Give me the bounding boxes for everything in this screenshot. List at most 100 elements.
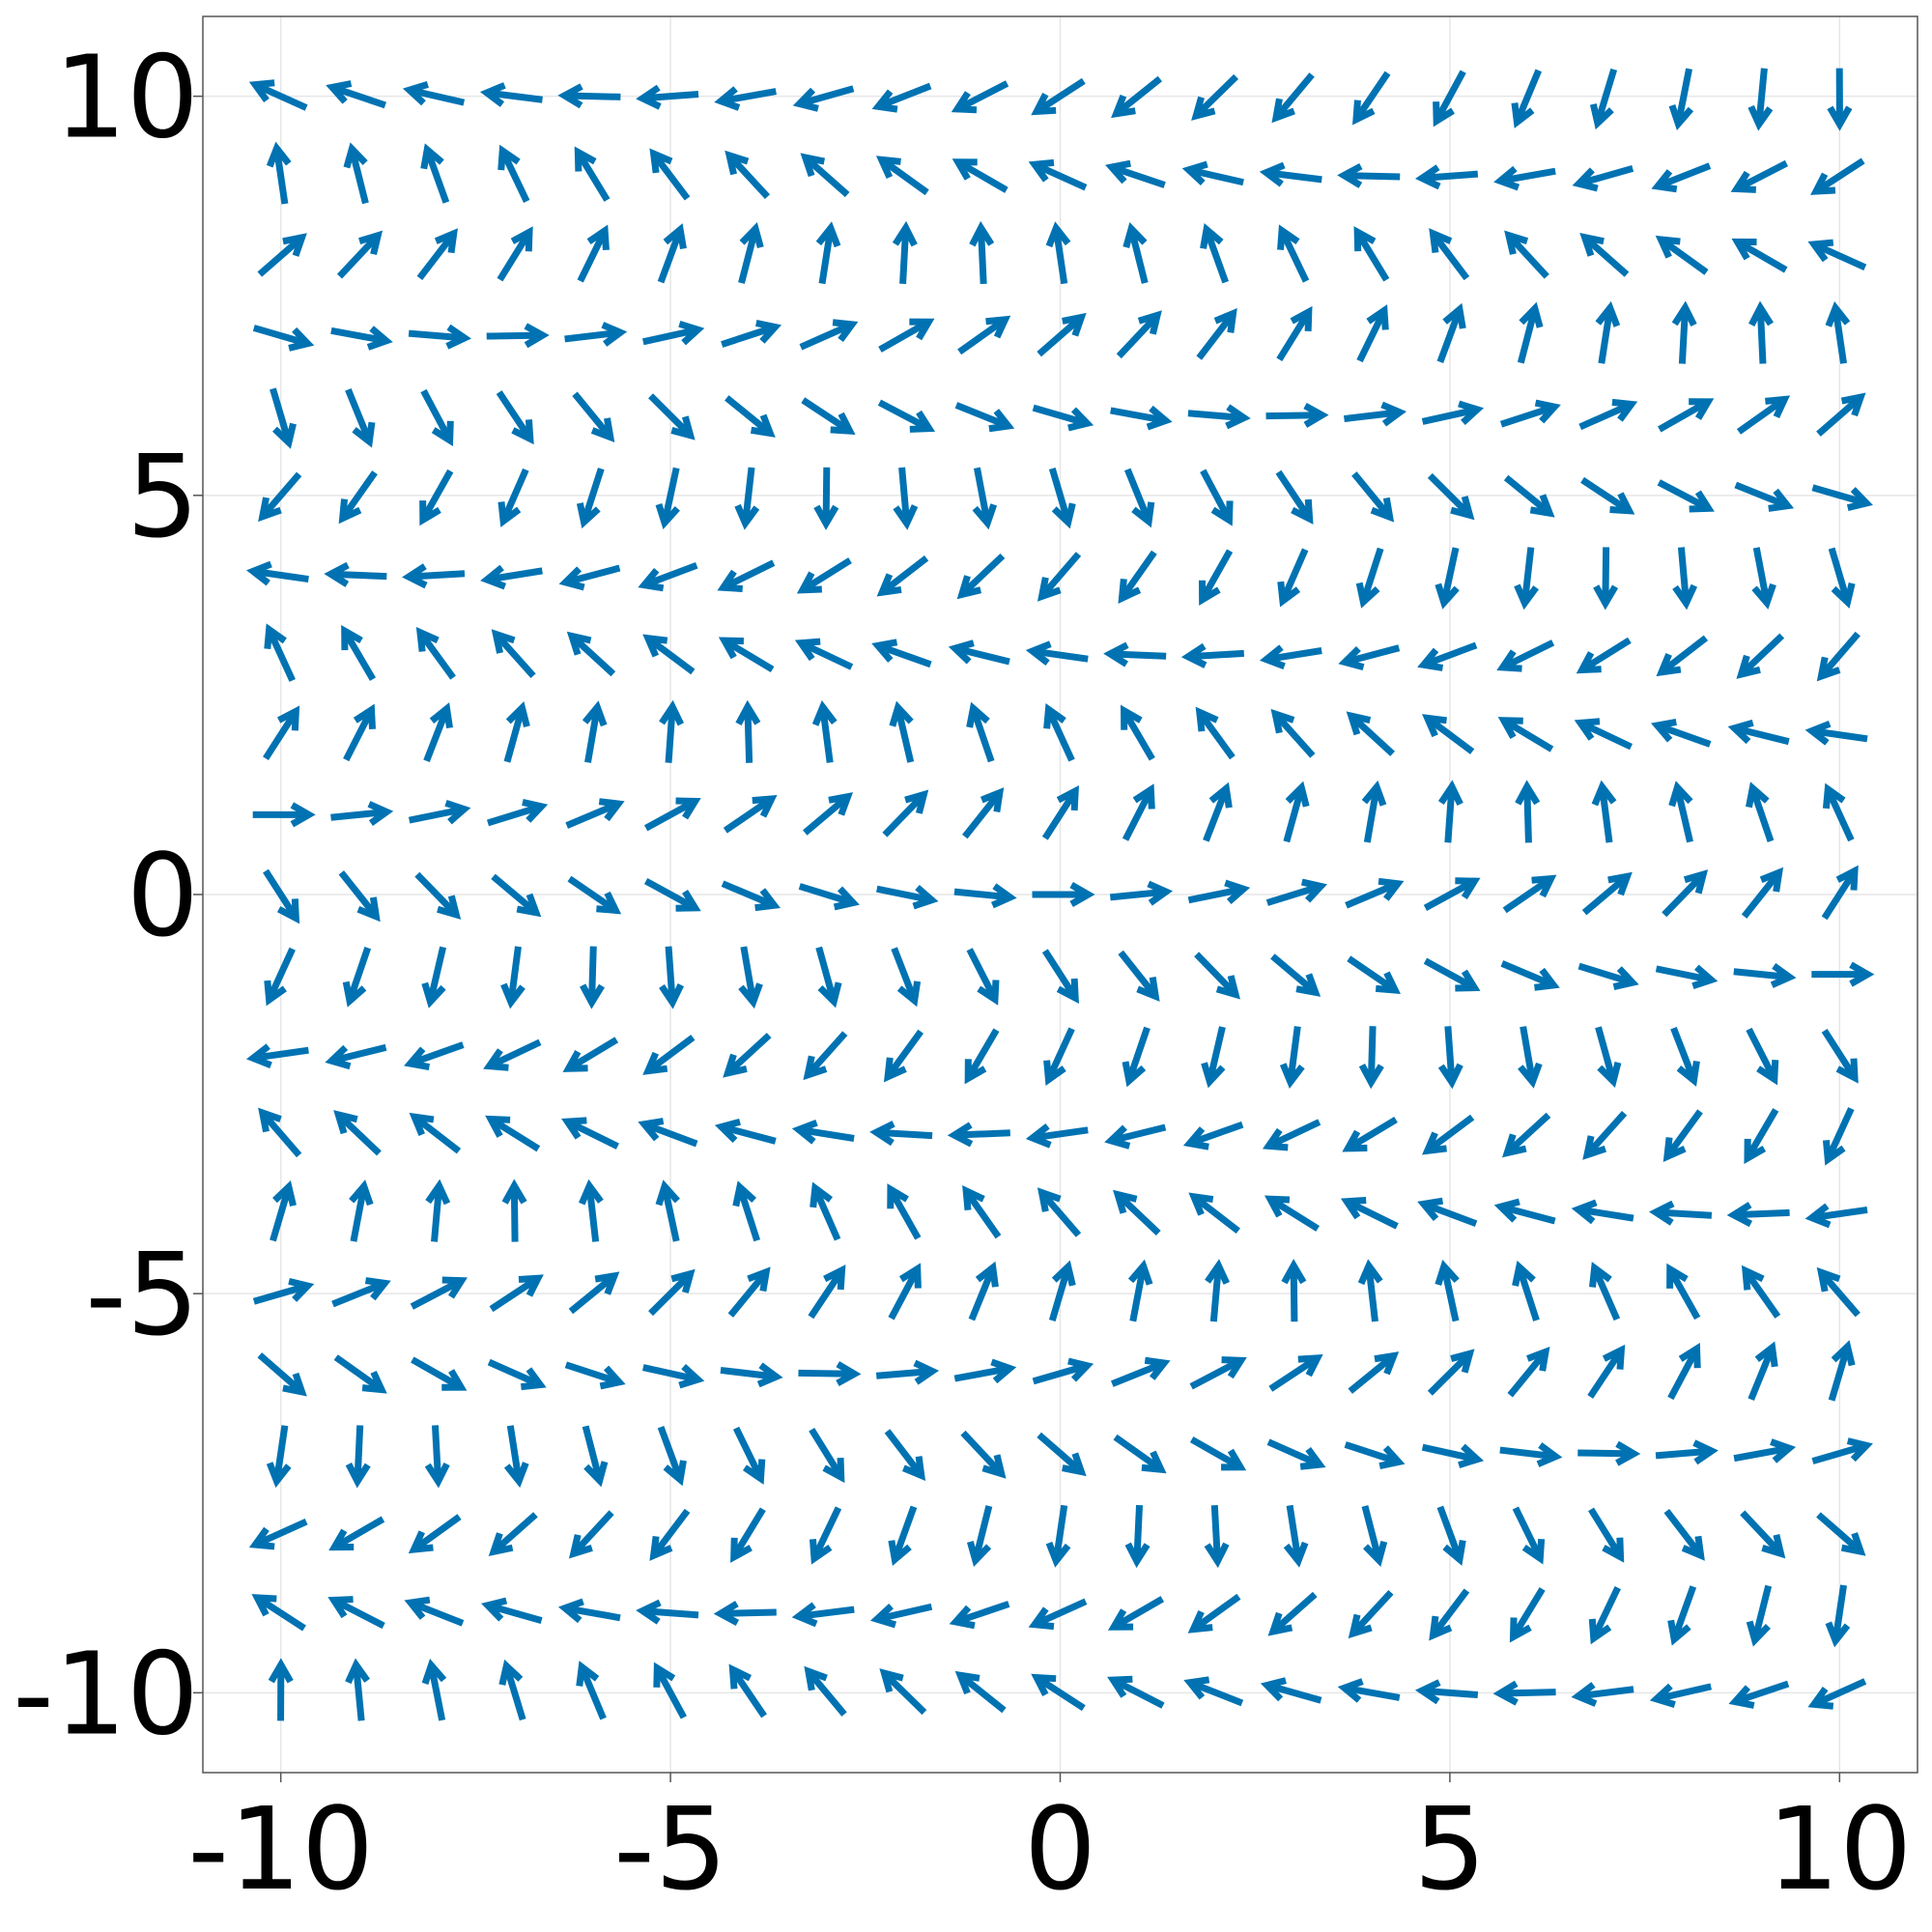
vector-arrow bbox=[1497, 717, 1554, 753]
vector-arrow bbox=[1270, 708, 1316, 758]
arrow-shaft bbox=[740, 946, 756, 1001]
arrow-head bbox=[1536, 1442, 1563, 1467]
arrow-head bbox=[501, 1179, 527, 1205]
arrow-head bbox=[245, 560, 272, 586]
arrow-shaft bbox=[489, 1038, 542, 1068]
arrow-shaft bbox=[1516, 1267, 1540, 1321]
vector-arrow bbox=[642, 1035, 696, 1075]
arrow-head bbox=[444, 799, 471, 825]
arrow-shaft bbox=[507, 946, 522, 1001]
arrow-head bbox=[424, 1462, 450, 1489]
arrow-head bbox=[1497, 717, 1523, 739]
vector-arrow bbox=[888, 1505, 918, 1566]
arrow-head bbox=[947, 1122, 974, 1148]
arrow-head bbox=[1281, 1259, 1307, 1285]
arrow-shaft bbox=[1356, 310, 1387, 363]
arrow-head bbox=[1122, 1061, 1147, 1088]
arrow-shaft bbox=[1053, 229, 1068, 285]
arrow-head bbox=[1589, 1262, 1612, 1288]
vector-arrow bbox=[1670, 1026, 1700, 1087]
vector-arrow bbox=[1427, 1349, 1475, 1396]
arrow-head bbox=[663, 1460, 687, 1487]
arrow-shaft bbox=[1675, 68, 1693, 123]
arrow-shaft bbox=[1670, 1026, 1697, 1080]
arrow-shaft bbox=[1267, 647, 1322, 663]
vector-arrow bbox=[1730, 159, 1789, 193]
arrow-shaft bbox=[804, 156, 850, 198]
arrow-shaft bbox=[1503, 474, 1550, 515]
vector-arrow bbox=[1361, 1505, 1388, 1567]
arrow-shaft bbox=[1661, 238, 1709, 275]
arrow-head bbox=[732, 1180, 757, 1208]
arrow-head bbox=[1747, 104, 1774, 131]
arrow-head bbox=[909, 318, 935, 341]
arrow-shaft bbox=[1040, 552, 1082, 598]
vector-arrow bbox=[655, 1179, 680, 1242]
arrow-head bbox=[245, 1043, 272, 1069]
arrow-head bbox=[969, 220, 995, 247]
arrow-shaft bbox=[1287, 1026, 1301, 1081]
vector-arrow bbox=[1517, 301, 1544, 364]
arrow-head bbox=[1045, 1541, 1071, 1568]
vector-arrow bbox=[1422, 714, 1475, 754]
arrow-shaft bbox=[1193, 1195, 1240, 1235]
arrow-head bbox=[1746, 1620, 1771, 1647]
vector-arrow bbox=[257, 1352, 307, 1397]
arrow-shaft bbox=[1745, 1108, 1779, 1158]
arrow-shaft bbox=[252, 325, 307, 347]
arrow-shaft bbox=[566, 564, 621, 585]
vector-arrow bbox=[1807, 239, 1867, 271]
arrow-head bbox=[1450, 1349, 1475, 1374]
arrow-head bbox=[497, 501, 522, 527]
arrow-shaft bbox=[1275, 469, 1312, 520]
arrow-head bbox=[871, 89, 898, 113]
y-tick-label: 0 bbox=[127, 829, 199, 962]
arrow-head bbox=[1037, 1187, 1062, 1212]
vector-arrow bbox=[1113, 1434, 1167, 1474]
vector-arrow bbox=[486, 799, 549, 827]
arrow-head bbox=[1770, 1438, 1797, 1463]
arrow-shaft bbox=[899, 229, 910, 285]
arrow-head bbox=[404, 1596, 431, 1620]
arrow-shaft bbox=[642, 1364, 697, 1383]
vector-arrow bbox=[1048, 1260, 1076, 1321]
arrow-shaft bbox=[895, 708, 915, 763]
vector-arrow bbox=[888, 1263, 922, 1321]
arrow-head bbox=[1595, 300, 1621, 327]
arrow-head bbox=[728, 1663, 753, 1690]
vector-arrow bbox=[1276, 305, 1313, 362]
vector-arrow bbox=[653, 1662, 687, 1719]
arrow-shaft bbox=[1344, 1441, 1398, 1465]
vector-arrow bbox=[1822, 782, 1855, 842]
arrow-head bbox=[791, 1119, 818, 1145]
arrow-head bbox=[505, 700, 530, 728]
vector-arrow bbox=[1435, 547, 1460, 610]
arrow-head bbox=[1683, 869, 1709, 895]
arrow-shaft bbox=[1581, 874, 1629, 916]
arrow-shaft bbox=[648, 1272, 692, 1317]
arrow-shaft bbox=[883, 1671, 927, 1716]
arrow-head bbox=[518, 1274, 544, 1297]
arrow-shaft bbox=[1266, 1438, 1320, 1467]
arrow-shaft bbox=[1587, 1350, 1624, 1399]
arrow-shaft bbox=[1110, 407, 1165, 424]
arrow-head bbox=[1348, 1613, 1373, 1639]
arrow-shaft bbox=[1434, 70, 1466, 122]
arrow-head bbox=[1846, 487, 1873, 512]
vector-arrow bbox=[557, 1598, 621, 1624]
arrow-shaft bbox=[1821, 1028, 1857, 1078]
arrow-shaft bbox=[568, 1274, 615, 1315]
arrow-shaft bbox=[891, 947, 918, 1001]
arrow-shaft bbox=[960, 553, 1006, 596]
arrow-head bbox=[421, 981, 446, 1009]
vector-arrow bbox=[1746, 1027, 1779, 1086]
vector-arrow bbox=[402, 563, 466, 589]
arrow-shaft bbox=[1112, 650, 1167, 660]
vector-arrow bbox=[1514, 547, 1539, 611]
arrow-shaft bbox=[1431, 1588, 1470, 1636]
arrow-head bbox=[977, 980, 1000, 1006]
arrow-shaft bbox=[257, 1352, 303, 1394]
arrow-head bbox=[1435, 582, 1460, 610]
arrow-head bbox=[663, 223, 687, 250]
